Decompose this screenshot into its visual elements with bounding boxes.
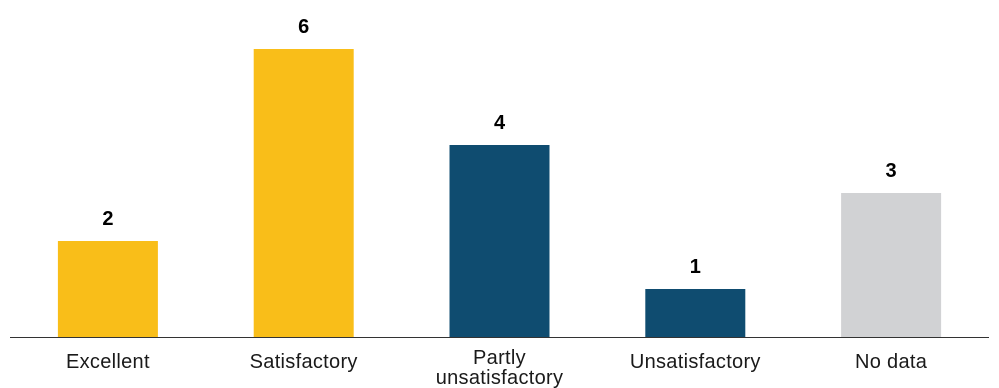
- value-labels-group: 2 6 4 1 3: [102, 16, 896, 278]
- value-label: 3: [886, 160, 897, 182]
- category-label: unsatisfactory: [436, 367, 564, 388]
- bar-unsatisfactory: [645, 289, 746, 337]
- category-label: Satisfactory: [250, 351, 358, 373]
- category-label: Excellent: [66, 351, 150, 373]
- value-label: 4: [494, 112, 506, 134]
- value-label: 2: [102, 208, 113, 230]
- category-labels-group: Excellent Satisfactory Partlyunsatisfactor…: [66, 347, 928, 388]
- bar-satisfactory: [253, 49, 354, 337]
- category-label: Unsatisfactory: [630, 351, 761, 373]
- category-label: No data: [855, 351, 928, 373]
- category-label: Partly: [473, 347, 526, 369]
- value-label: 6: [298, 16, 309, 38]
- bar-excellent: [57, 241, 158, 337]
- value-label: 1: [690, 256, 701, 278]
- bars-group: [57, 49, 942, 337]
- bar-partly-unsatisfactory: [449, 145, 550, 337]
- bar-no-data: [841, 193, 942, 337]
